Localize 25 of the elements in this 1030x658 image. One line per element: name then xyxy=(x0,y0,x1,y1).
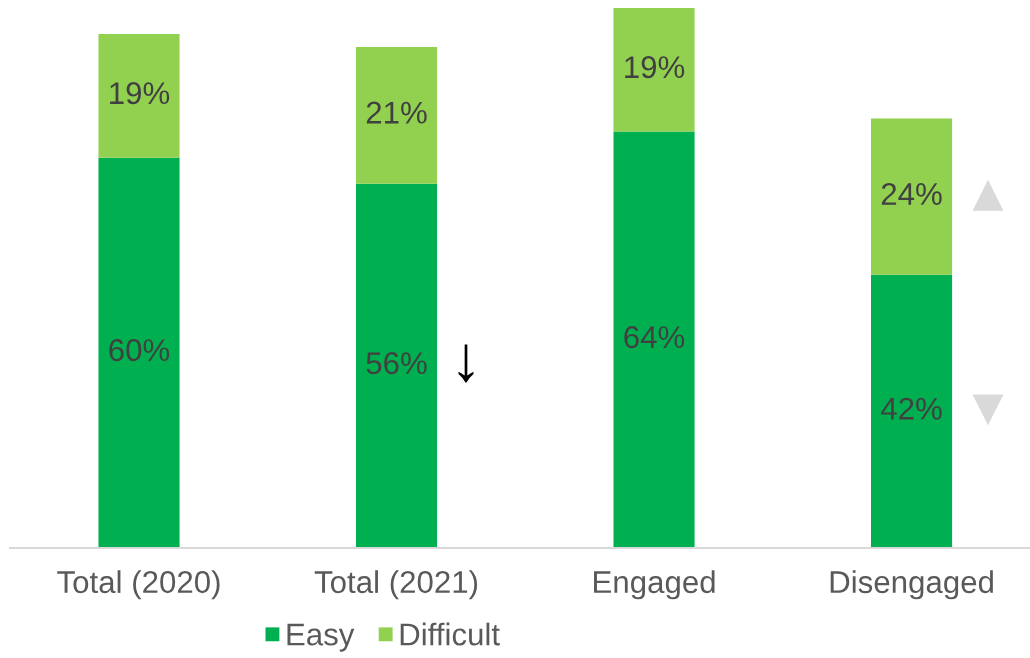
x-tick-label: Disengaged xyxy=(830,570,993,600)
bar xyxy=(870,274,953,548)
x-tick-label: Total (2021) xyxy=(314,570,478,600)
bar xyxy=(355,183,438,548)
bar xyxy=(613,131,695,548)
annotation: ▼ xyxy=(972,394,1004,426)
data-label: 60% xyxy=(109,339,170,362)
data-label: 56% xyxy=(366,352,427,375)
data-label: 24% xyxy=(881,182,942,205)
data-label: 19% xyxy=(110,82,170,105)
x-tick-label: Total (2020) xyxy=(57,570,220,600)
bar xyxy=(98,157,180,548)
legend-label: Difficult xyxy=(400,622,500,646)
legend-label: Easy xyxy=(287,623,355,652)
bar xyxy=(355,47,438,184)
data-label: 19% xyxy=(625,56,685,79)
annotation: ▲ xyxy=(972,179,1004,211)
data-label: 64% xyxy=(624,326,685,349)
bar xyxy=(613,8,695,132)
annotation: ↓ xyxy=(458,344,474,383)
x-tick-label: Engaged xyxy=(594,570,715,600)
bar xyxy=(870,118,953,275)
bar xyxy=(98,34,180,158)
data-label: 21% xyxy=(366,101,427,124)
data-label: 42% xyxy=(880,397,942,420)
